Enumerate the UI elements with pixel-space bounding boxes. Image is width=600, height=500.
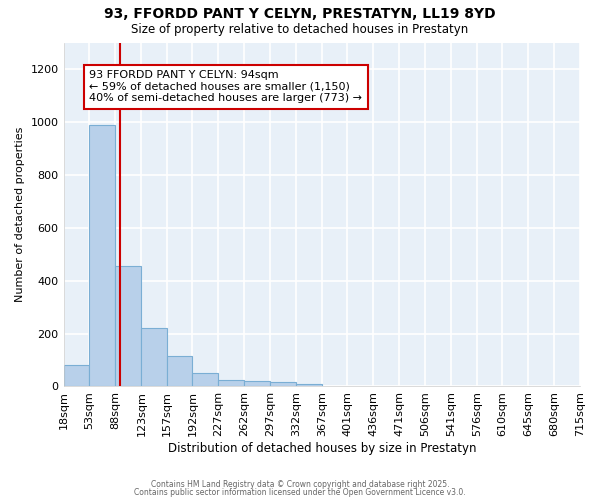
Text: Size of property relative to detached houses in Prestatyn: Size of property relative to detached ho… xyxy=(131,22,469,36)
Text: 93, FFORDD PANT Y CELYN, PRESTATYN, LL19 8YD: 93, FFORDD PANT Y CELYN, PRESTATYN, LL19… xyxy=(104,8,496,22)
Bar xyxy=(244,381,270,386)
Bar xyxy=(142,328,167,386)
Bar xyxy=(296,384,322,386)
Bar xyxy=(115,266,142,386)
Bar xyxy=(64,366,89,386)
Bar xyxy=(270,382,296,386)
Text: 93 FFORDD PANT Y CELYN: 94sqm
← 59% of detached houses are smaller (1,150)
40% o: 93 FFORDD PANT Y CELYN: 94sqm ← 59% of d… xyxy=(89,70,362,104)
Bar xyxy=(218,380,244,386)
Bar xyxy=(167,356,193,386)
Text: Contains public sector information licensed under the Open Government Licence v3: Contains public sector information licen… xyxy=(134,488,466,497)
Y-axis label: Number of detached properties: Number of detached properties xyxy=(15,127,25,302)
Bar xyxy=(89,124,115,386)
X-axis label: Distribution of detached houses by size in Prestatyn: Distribution of detached houses by size … xyxy=(167,442,476,455)
Bar xyxy=(193,373,218,386)
Text: Contains HM Land Registry data © Crown copyright and database right 2025.: Contains HM Land Registry data © Crown c… xyxy=(151,480,449,489)
